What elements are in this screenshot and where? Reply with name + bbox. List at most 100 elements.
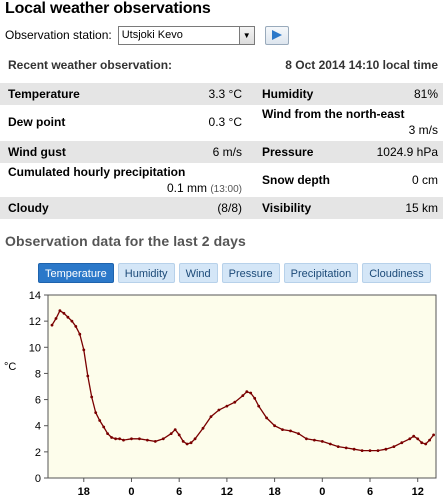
- temperature-data-point: [225, 404, 229, 408]
- temperature-data-point: [313, 438, 316, 442]
- temperature-data-point: [54, 317, 58, 320]
- temperature-data-point: [297, 432, 300, 435]
- temperature-label: Temperature: [8, 87, 80, 101]
- temperature-data-point: [189, 441, 193, 445]
- temperature-data-point: [376, 449, 380, 452]
- x-tick-label: 12: [221, 486, 233, 498]
- humidity-value: 81%: [413, 87, 438, 101]
- temperature-data-point: [181, 440, 185, 443]
- temperature-data-point: [360, 449, 364, 452]
- temperature-value: 3.3 °C: [208, 87, 242, 101]
- recent-observation-label: Recent weather observation:: [8, 58, 173, 72]
- play-arrow-icon: [271, 30, 282, 40]
- station-select[interactable]: Utsjoki Kevo ▼: [117, 25, 255, 45]
- temperature-data-point: [273, 424, 276, 428]
- temperature-data-point: [110, 436, 113, 439]
- cloudiness-value: (8/8): [217, 201, 242, 215]
- temperature-data-point: [265, 416, 268, 420]
- pressure-label: Pressure: [262, 145, 314, 159]
- obs-row-dewpoint: Dew point 0.3 °C Wind from the north-eas…: [0, 105, 443, 139]
- temperature-data-point: [352, 447, 356, 451]
- temperature-data-point: [328, 442, 332, 446]
- temperature-data-point: [177, 433, 181, 437]
- tab-cloudiness[interactable]: Cloudiness: [362, 263, 431, 283]
- x-tick-label: 12: [412, 486, 424, 498]
- temperature-data-point: [161, 437, 165, 441]
- temperature-data-point: [106, 432, 109, 435]
- temperature-data-point: [420, 441, 424, 445]
- temperature-data-point: [82, 348, 86, 352]
- chart-tabs: Temperature Humidity Wind Pressure Preci…: [38, 263, 431, 283]
- temperature-data-point: [122, 438, 125, 442]
- temperature-data-point: [245, 390, 249, 394]
- obs-row-precipitation: Cumulated hourly precipitation 0.1 mm (1…: [0, 163, 443, 197]
- wind-gust-label: Wind gust: [8, 145, 66, 159]
- temperature-data-point: [428, 438, 431, 442]
- tab-temperature[interactable]: Temperature: [38, 263, 114, 283]
- y-tick-label: 12: [29, 316, 41, 328]
- temperature-chart: 0 2 4 6 8 10 12 14 18 0 6 12 18 0 6 12 °C: [4, 290, 437, 498]
- temperature-data-point: [217, 408, 221, 412]
- temperature-data-point: [102, 425, 106, 429]
- temperature-data-point: [62, 311, 66, 315]
- chart-section-title: Observation data for the last 2 days: [5, 233, 246, 249]
- recent-observation-time: 8 Oct 2014 14:10 local time: [285, 58, 438, 72]
- temperature-data-point: [66, 315, 70, 319]
- temperature-data-point: [305, 437, 308, 441]
- y-axis-label: °C: [4, 361, 16, 373]
- temperature-data-point: [130, 437, 133, 441]
- temperature-data-point: [257, 404, 261, 408]
- cloudiness-label: Cloudy: [8, 201, 49, 215]
- temperature-data-point: [336, 445, 340, 448]
- temperature-data-point: [209, 415, 213, 418]
- temperature-data-point: [412, 434, 416, 438]
- temperature-data-point: [368, 449, 372, 452]
- tab-humidity[interactable]: Humidity: [117, 263, 175, 283]
- station-select-value: Utsjoki Kevo: [121, 28, 183, 41]
- y-tick-label: 10: [29, 342, 41, 354]
- tab-precipitation[interactable]: Precipitation: [283, 263, 359, 283]
- y-tick-label: 6: [35, 395, 41, 407]
- temperature-data-point: [173, 428, 177, 431]
- temperature-data-point: [400, 441, 404, 445]
- temperature-data-point: [201, 426, 205, 430]
- wind-value: 3 m/s: [408, 123, 438, 137]
- x-tick-label: 0: [128, 486, 134, 498]
- y-tick-label: 14: [29, 290, 41, 302]
- temperature-data-point: [384, 447, 388, 451]
- tab-pressure[interactable]: Pressure: [221, 263, 280, 283]
- temperature-data-point: [153, 440, 157, 443]
- temperature-data-point: [98, 419, 102, 422]
- temperature-data-point: [74, 325, 78, 328]
- obs-row-wind-gust: Wind gust 6 m/s Pressure 1024.9 hPa: [0, 141, 443, 163]
- x-tick-label: 18: [268, 486, 280, 498]
- station-selector-row: Observation station: Utsjoki Kevo ▼: [5, 25, 289, 45]
- chevron-down-icon[interactable]: ▼: [238, 26, 254, 44]
- dew-point-value: 0.3 °C: [208, 115, 242, 129]
- y-tick-label: 4: [35, 421, 41, 433]
- temperature-data-point: [281, 428, 284, 431]
- pressure-value: 1024.9 hPa: [376, 145, 438, 159]
- visibility-label: Visibility: [262, 201, 312, 215]
- temperature-data-point: [289, 429, 292, 433]
- temperature-data-point: [408, 437, 412, 441]
- temperature-data-point: [118, 437, 121, 441]
- page-title: Local weather observations: [5, 0, 211, 17]
- temperature-data-point: [253, 396, 257, 400]
- go-button[interactable]: [264, 25, 289, 45]
- obs-row-cloudiness: Cloudy (8/8) Visibility 15 km: [0, 197, 443, 219]
- recent-observation-header: Recent weather observation: 8 Oct 2014 1…: [0, 54, 443, 76]
- wind-gust-value: 6 m/s: [212, 145, 242, 159]
- temperature-data-point: [416, 437, 420, 441]
- temperature-data-point: [241, 394, 245, 397]
- tab-wind[interactable]: Wind: [178, 263, 218, 283]
- temperature-data-point: [392, 445, 396, 448]
- temperature-data-point: [146, 438, 149, 442]
- temperature-data-point: [58, 309, 62, 313]
- temperature-data-point: [169, 432, 173, 435]
- wind-label: Wind from the north-east: [262, 107, 405, 121]
- temperature-data-point: [86, 374, 90, 378]
- x-tick-label: 6: [176, 486, 182, 498]
- y-tick-label: 0: [35, 473, 41, 485]
- temperature-data-point: [50, 323, 54, 327]
